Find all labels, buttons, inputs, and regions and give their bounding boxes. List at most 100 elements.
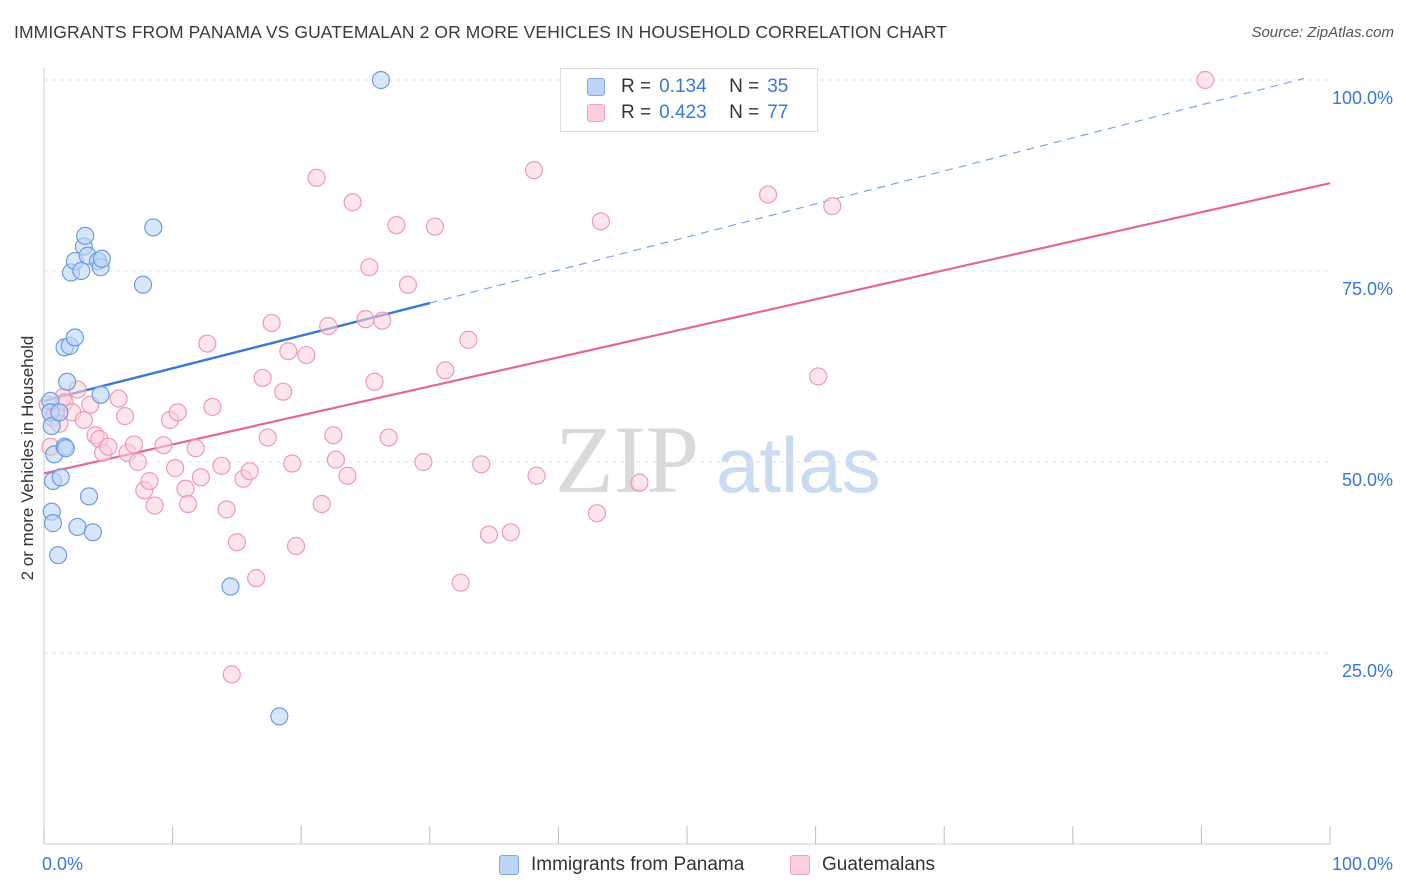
guatemalans-point: [472, 455, 491, 474]
guatemalans-point: [373, 311, 392, 330]
guatemalans-point: [591, 212, 610, 231]
guatemalans-point: [414, 452, 433, 472]
guatemalans-point: [227, 533, 246, 552]
panama-point: [49, 546, 68, 565]
panama-point: [65, 328, 84, 347]
panama-point: [58, 372, 77, 391]
guatemalans-point: [274, 382, 293, 401]
guatemalans-point: [140, 472, 159, 491]
guatemalans-point: [222, 665, 241, 684]
guatemalans-point: [436, 361, 455, 380]
panama-point: [221, 577, 240, 596]
series-legend: Immigrants from Panama Guatemalans: [0, 851, 1406, 879]
guatemalans-point: [425, 217, 445, 236]
guatemalans-trend-line: [43, 182, 1331, 475]
guatemalans-point: [527, 466, 546, 485]
panama-point: [72, 261, 91, 281]
legend-r-label: R =: [621, 102, 652, 123]
y-axis-label: 2 or more Vehicles in Household: [18, 335, 37, 581]
panama-point: [371, 70, 391, 90]
guatemalans-point: [379, 428, 398, 447]
legend-swatch-panama: [587, 78, 605, 96]
guatemalans-point: [283, 454, 302, 473]
guatemalans-point: [258, 428, 277, 447]
guatemalans-point: [262, 313, 281, 333]
panama-trend-extension: [429, 77, 1305, 304]
legend-r-value-guatemalans: 0.423: [659, 102, 707, 123]
guatemalans-point: [124, 435, 144, 454]
x-tick-label: 0.0%: [42, 854, 83, 874]
axes: [43, 68, 1331, 845]
gridlines: [44, 79, 1330, 654]
panama-point: [133, 275, 153, 294]
data-points: [38, 70, 1215, 726]
guatemalans-point: [191, 468, 210, 487]
legend-n-label: N =: [729, 76, 760, 97]
guatemalans-point: [501, 523, 520, 542]
series-swatch-panama: [499, 855, 519, 875]
guatemalans-point: [326, 450, 346, 469]
guatemalans-point: [145, 496, 164, 515]
guatemalans-point: [217, 500, 236, 519]
series-name-panama: Immigrants from Panama: [531, 854, 745, 875]
guatemalans-point: [168, 403, 187, 422]
guatemalans-point: [360, 258, 379, 277]
guatemalans-point: [286, 536, 306, 556]
source-label: Source: ZipAtlas.com: [1251, 24, 1394, 41]
guatemalans-point: [178, 494, 198, 514]
guatemalans-point: [758, 185, 778, 204]
legend-n-value-guatemalans: 77: [767, 102, 789, 123]
guatemalans-point: [630, 473, 649, 492]
legend-r-value-panama: 0.134: [659, 76, 707, 97]
guatemalans-point: [324, 426, 343, 445]
guatemalans-point: [99, 437, 118, 456]
guatemalans-point: [1196, 70, 1215, 90]
y-tick-label: 25.0%: [1342, 661, 1393, 681]
guatemalans-point: [387, 216, 406, 235]
legend-n-value-panama: 35: [767, 76, 789, 97]
panama-point: [92, 249, 111, 268]
guatemalans-point: [166, 459, 185, 478]
guatemalans-point: [587, 504, 607, 523]
series-swatch-guatemalans: [790, 855, 810, 875]
guatemalans-point: [307, 168, 326, 187]
guatemalans-point: [176, 479, 195, 498]
guatemalans-point: [109, 389, 128, 408]
y-tick-label: 75.0%: [1342, 279, 1393, 299]
guatemalans-point: [212, 456, 231, 475]
guatemalans-point: [198, 334, 217, 353]
guatemalans-point: [240, 462, 259, 481]
series-name-guatemalans: Guatemalans: [822, 854, 936, 875]
panama-point: [42, 416, 61, 436]
guatemalans-point: [297, 345, 316, 365]
guatemalans-point: [186, 439, 205, 458]
x-tick-label: 100.0%: [1332, 854, 1393, 874]
panama-point: [79, 487, 99, 506]
guatemalans-point: [247, 569, 266, 588]
guatemalans-point: [203, 397, 222, 417]
panama-point: [50, 403, 69, 422]
guatemalans-point: [809, 367, 828, 386]
watermark-zip: ZIP: [555, 406, 699, 513]
panama-point: [83, 523, 102, 542]
guatemalans-point: [154, 436, 173, 455]
panama-point: [76, 226, 95, 245]
guatemalans-point: [459, 330, 478, 349]
guatemalans-point: [524, 161, 544, 180]
guatemalans-point: [451, 573, 470, 592]
guatemalans-point: [253, 368, 272, 388]
guatemalans-point: [398, 275, 418, 294]
guatemalans-point: [279, 342, 298, 361]
guatemalans-point: [365, 372, 384, 391]
guatemalans-point: [338, 466, 357, 485]
series-legend-guatemalans[interactable]: Guatemalans: [790, 851, 935, 879]
series-legend-panama[interactable]: Immigrants from Panama: [499, 851, 744, 879]
panama-point: [56, 439, 75, 458]
legend-n-label: N =: [729, 102, 760, 123]
legend-swatch-guatemalans: [587, 104, 605, 122]
guatemalans-point: [479, 525, 499, 544]
panama-point: [144, 218, 163, 237]
correlation-legend: R = 0.134 N = 35 R = 0.423 N = 77: [560, 68, 818, 132]
legend-row-guatemalans: R = 0.423 N = 77: [587, 100, 788, 126]
